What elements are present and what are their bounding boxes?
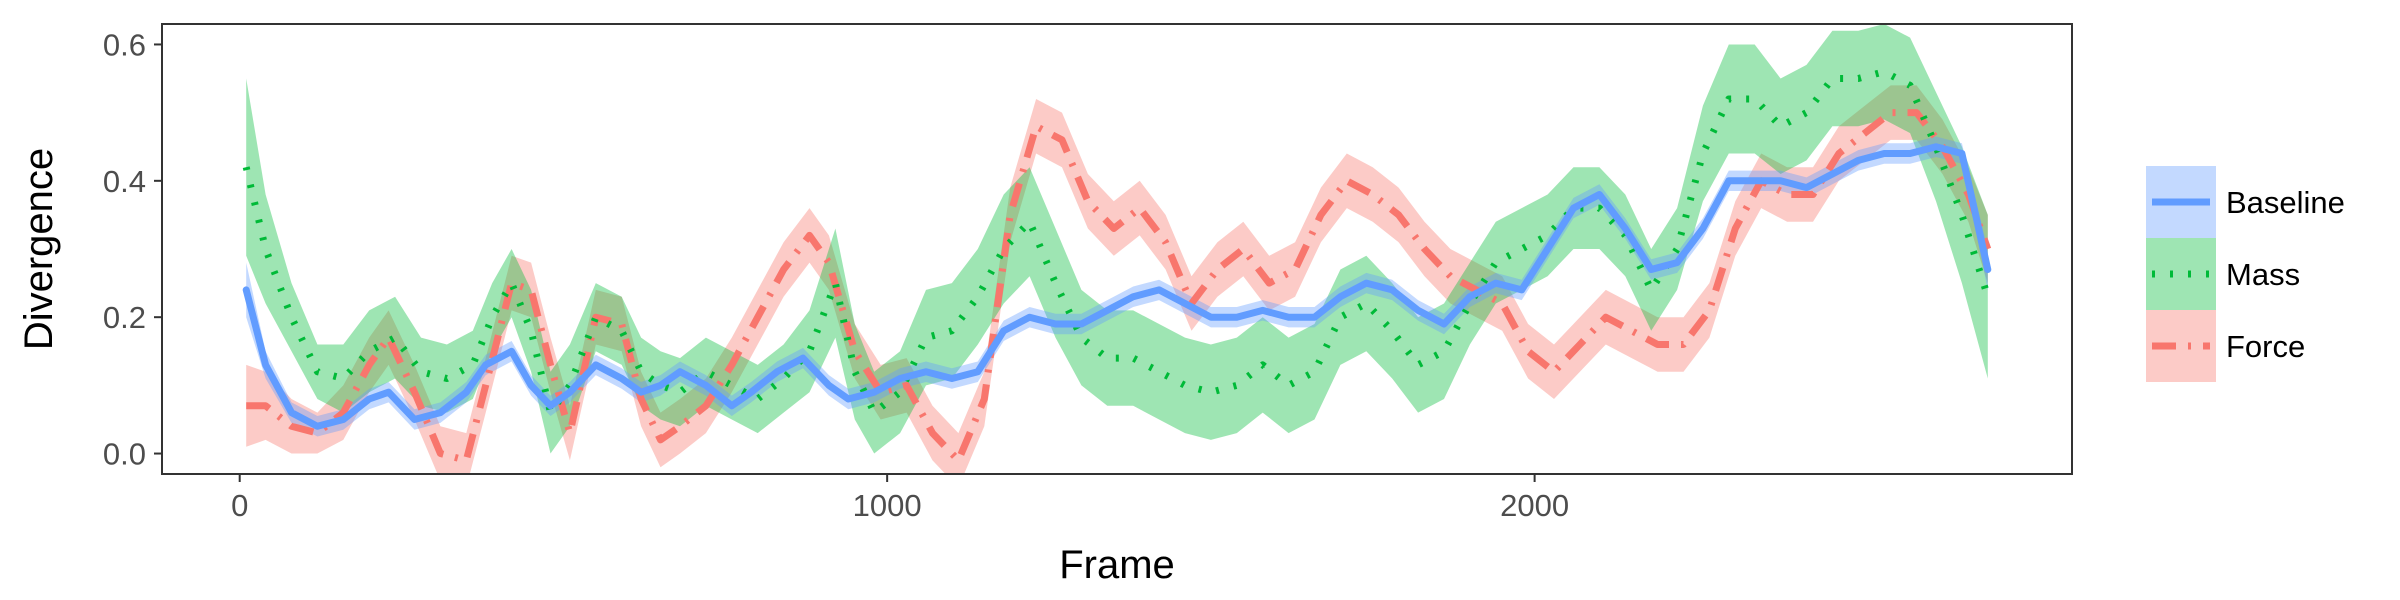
y-tick-label: 0.4 (103, 164, 146, 199)
series-line-force (246, 109, 1992, 464)
y-tick-label: 0.2 (103, 300, 146, 335)
legend-key-mass (2146, 238, 2216, 310)
band-mass (246, 24, 1988, 454)
x-axis-title: Frame (1059, 543, 1175, 587)
plot-panel-border (161, 23, 2073, 475)
band-force (246, 85, 1988, 474)
series-lines (242, 68, 1992, 464)
series-line-mass (242, 68, 1992, 417)
x-tick-label: 1000 (853, 488, 922, 523)
y-tick-label: 0.6 (103, 27, 146, 62)
series-line-baseline (242, 143, 1992, 430)
x-axis: 0 1000 2000 (231, 474, 1569, 523)
y-tick-label: 0.0 (103, 437, 146, 472)
x-tick-label: 0 (231, 488, 248, 523)
y-axis: 0.0 0.2 0.4 0.6 (103, 27, 162, 472)
legend: Baseline Mass Force (2146, 166, 2345, 382)
legend-label: Mass (2226, 257, 2300, 292)
legend-label: Force (2226, 329, 2305, 364)
y-axis-title: Divergence (17, 148, 61, 350)
x-tick-label: 2000 (1500, 488, 1569, 523)
legend-label: Baseline (2226, 185, 2345, 220)
confidence-bands (246, 24, 1988, 474)
